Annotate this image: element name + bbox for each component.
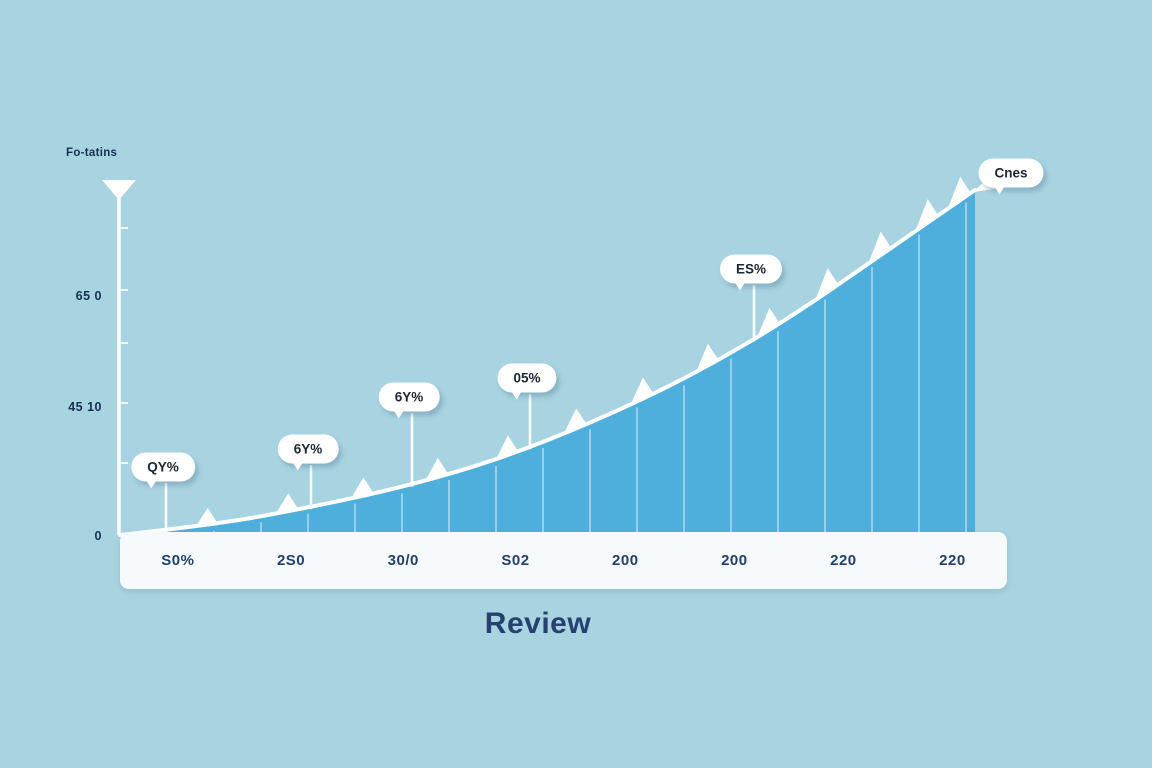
x-axis-label: 2S0 xyxy=(276,552,306,569)
y-axis-label: 45 10 xyxy=(68,400,102,414)
peak-marker xyxy=(494,435,519,462)
chart-title: Review xyxy=(484,607,592,640)
peak-marker xyxy=(914,199,939,233)
peak-marker xyxy=(814,268,839,302)
x-axis-band: S0% 2S0 30/0 S02 200 200 220 220 xyxy=(120,532,1007,589)
x-axis-label: S02 xyxy=(501,552,530,569)
peak-marker xyxy=(629,377,654,406)
axis-arrowhead-icon xyxy=(102,180,136,200)
y-axis-label: 65 0 xyxy=(75,289,102,303)
y-axis-label: 0 xyxy=(94,529,102,543)
x-axis-label: 220 xyxy=(939,552,966,569)
area-fill xyxy=(120,190,975,535)
callout-stem xyxy=(973,177,1001,192)
x-axis-label: 200 xyxy=(612,552,639,569)
peak-marker xyxy=(694,343,719,375)
peak-marker xyxy=(756,307,781,339)
x-axis-label: 200 xyxy=(721,552,748,569)
axis-title-note: Fo-tatins xyxy=(66,147,118,159)
x-axis-label: 220 xyxy=(830,552,857,569)
peak-marker xyxy=(350,477,375,500)
peak-marker xyxy=(947,176,972,211)
peak-marker xyxy=(867,231,892,266)
peak-marker xyxy=(275,493,300,515)
x-axis-label: 30/0 xyxy=(387,552,419,569)
x-axis-label: S0% xyxy=(161,552,195,569)
peak-marker xyxy=(563,408,588,435)
peak-marker xyxy=(194,507,219,528)
peak-marker xyxy=(424,457,449,482)
